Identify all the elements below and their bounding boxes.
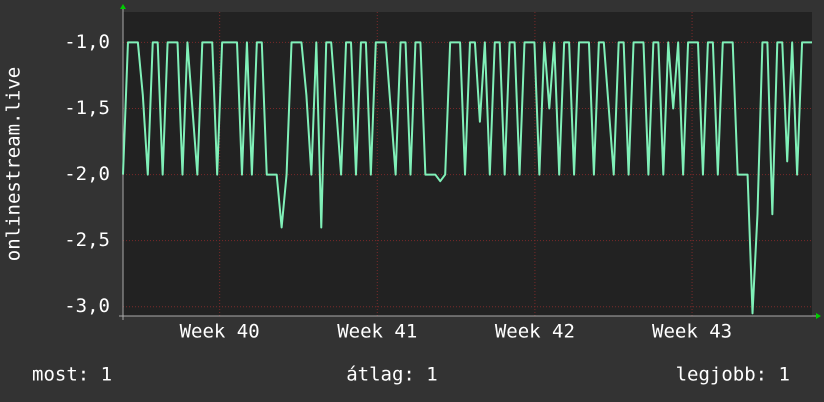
y-tick-label: -3,0 [64, 295, 110, 317]
x-tick-label: Week 43 [652, 321, 732, 343]
y-axis-label: onlinestream.live [3, 67, 25, 261]
plot-area [123, 12, 812, 316]
x-tick-label: Week 42 [495, 321, 575, 343]
stat-average: átlag: 1 [346, 364, 438, 386]
y-tick-label: -2,5 [64, 229, 110, 251]
stat-now: most: 1 [32, 364, 112, 386]
data-line [122, 41, 812, 315]
y-tick-label: -1,0 [64, 31, 110, 53]
x-tick-label: Week 41 [337, 321, 417, 343]
x-tick-label: Week 40 [180, 321, 260, 343]
y-tick-label: -1,5 [64, 97, 110, 119]
x-axis-arrow [816, 313, 821, 319]
stat-best: legjobb: 1 [676, 364, 790, 386]
y-tick-label: -2,0 [64, 163, 110, 185]
y-axis-arrow [120, 4, 126, 9]
